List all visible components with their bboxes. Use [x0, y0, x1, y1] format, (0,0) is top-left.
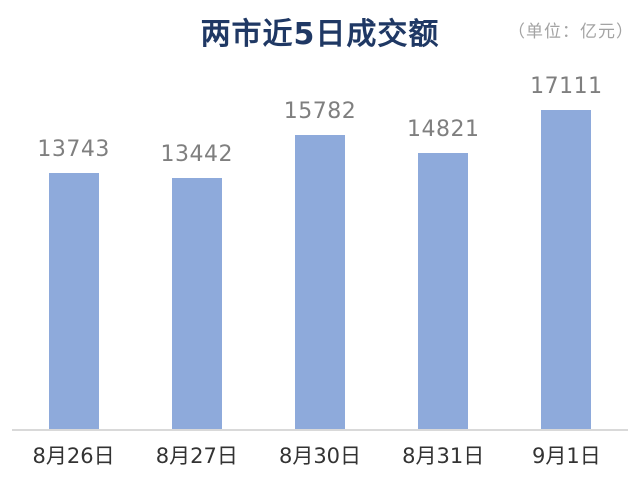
chart-title: 两市近5日成交额	[200, 17, 440, 52]
bar	[48, 173, 99, 429]
x-axis-label: 8月30日	[278, 444, 362, 468]
unit-label: （单位：亿元）	[508, 22, 634, 42]
x-axis-label: 8月27日	[155, 444, 238, 468]
bar-value-label: 15782	[283, 99, 357, 124]
bar-value-label: 14821	[406, 117, 480, 142]
bars-row: 13743 13442 15782 14821 17111	[12, 62, 628, 431]
bar-column: 15782	[258, 99, 381, 429]
x-axis: 8月26日 8月27日 8月30日 8月31日 9月1日	[12, 440, 628, 470]
chart-header: 两市近5日成交额 （单位：亿元）	[0, 0, 640, 58]
x-axis-label: 8月31日	[402, 444, 485, 468]
bar-value-label: 13442	[160, 142, 234, 167]
bar-column: 17111	[505, 74, 628, 429]
plot-area: 13743 13442 15782 14821 17111 8月26日 8月27日 8月30…	[12, 62, 628, 470]
bar	[171, 178, 222, 429]
bar-column: 13442	[135, 142, 258, 429]
bar	[541, 110, 592, 429]
bar-column: 13743	[12, 137, 135, 429]
x-axis-label: 9月1日	[532, 444, 601, 468]
bar	[295, 135, 345, 429]
x-axis-label: 8月26日	[32, 444, 115, 468]
bar-column: 14821	[382, 117, 505, 429]
bar	[418, 153, 469, 429]
bar-value-label: 13743	[37, 137, 110, 162]
bar-value-label: 17111	[530, 74, 603, 99]
